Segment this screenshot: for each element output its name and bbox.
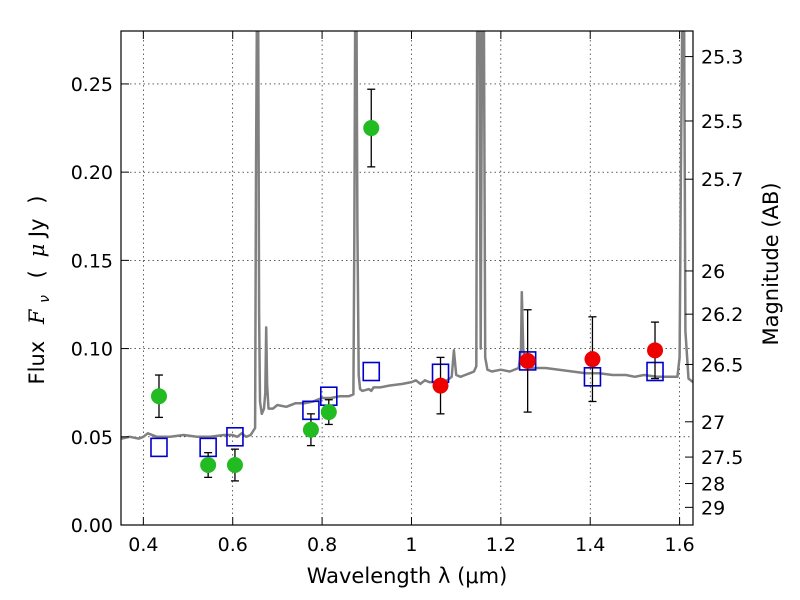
- marks-layer: [150, 88, 664, 482]
- spectrum-layer: [121, 31, 693, 440]
- x-tick-label: 0.8: [307, 534, 337, 556]
- y2-axis-title: Magnitude (AB): [759, 182, 783, 345]
- nir-flux-point: [647, 342, 664, 359]
- y-axis-title-mu: μ: [25, 244, 49, 258]
- x-tick-label: 1.4: [575, 534, 605, 556]
- optical-flux-point: [200, 457, 217, 474]
- y2-tick-label: 25.7: [701, 169, 743, 191]
- y2-tick-label: 26.5: [701, 354, 743, 376]
- y2-tick-label: 25.5: [701, 111, 743, 133]
- nir-flux-point: [584, 351, 601, 368]
- y-tick-label: 0.10: [71, 339, 113, 361]
- y-axis-title-flux: Flux: [25, 341, 49, 385]
- x-tick-label: 0.4: [128, 534, 158, 556]
- y-tick-label: 0.15: [71, 250, 113, 272]
- y2-tick-label: 25.3: [701, 47, 743, 69]
- y2-tick-label: 27.5: [701, 447, 743, 469]
- y-tick-label: 0.20: [71, 162, 113, 184]
- y-axis-title-f-symbol: F: [25, 308, 49, 325]
- y-tick-label: 0.25: [71, 74, 113, 96]
- optical-flux-point: [363, 120, 380, 137]
- x-tick-label: 1.2: [486, 534, 516, 556]
- y2-tick-label: 28: [701, 474, 725, 496]
- y2-tick-label: 29: [701, 497, 725, 519]
- plot-frame: [120, 30, 694, 526]
- optical-flux-point: [302, 421, 319, 438]
- optical-flux-point: [226, 457, 243, 474]
- model-spectrum-line: [121, 31, 693, 440]
- x-tick-label: 0.6: [218, 534, 248, 556]
- y-axis-title-close-paren: ): [25, 196, 49, 204]
- y-axis-title: Flux F ν ( μ Jy ): [25, 196, 54, 385]
- model-flux-square: [226, 426, 244, 447]
- y-axis-title-nu-subscript: ν: [37, 295, 53, 303]
- y-axis-title-jy: Jy: [25, 218, 49, 239]
- y2-tick-label: 27: [701, 412, 725, 434]
- y2-tick-label: 26.2: [701, 304, 743, 326]
- model-flux-square: [362, 361, 381, 382]
- nir-flux-point: [519, 352, 536, 369]
- y-tick-label: 0.05: [71, 427, 113, 449]
- ticks-layer: 0.4 0.6 0.8 1 1.2 1.4 1.6 0.00 0.05 0.10 0.15 0.20 0…: [71, 31, 743, 556]
- y-axis-title-open-paren: (: [25, 270, 49, 278]
- optical-flux-point: [320, 404, 337, 421]
- x-tick-label: 1: [405, 534, 417, 556]
- nir-flux-point: [432, 377, 449, 394]
- y2-tick-label: 26: [701, 261, 725, 283]
- x-axis-title: Wavelength λ (μm): [307, 564, 508, 588]
- optical-flux-point: [150, 388, 167, 405]
- x-tick-label: 1.6: [664, 534, 694, 556]
- model-flux-square: [150, 437, 168, 458]
- y-tick-label: 0.00: [71, 515, 113, 537]
